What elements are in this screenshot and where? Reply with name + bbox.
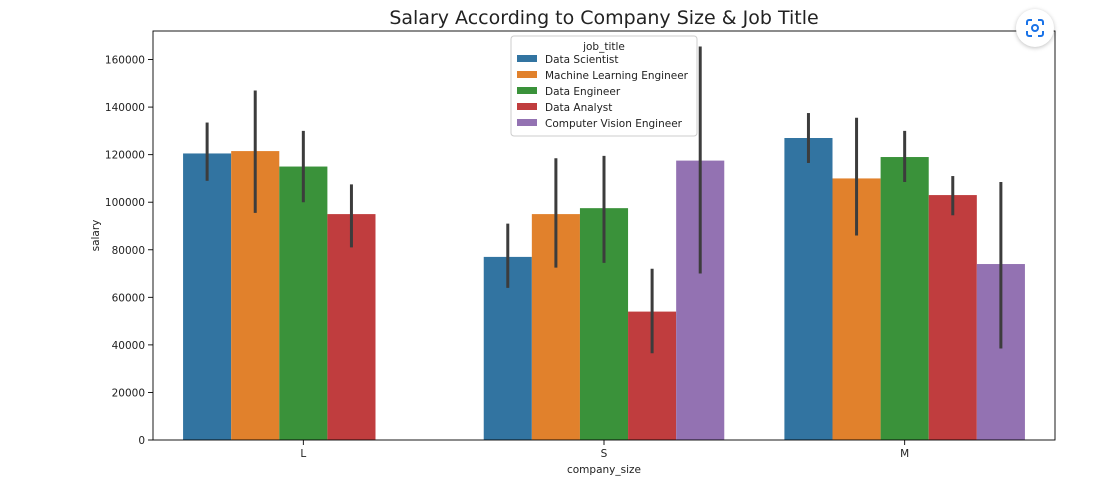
- y-tick-label: 60000: [112, 292, 145, 304]
- legend-swatch: [517, 71, 537, 78]
- y-tick-label: 120000: [105, 150, 145, 162]
- x-tick-label: S: [601, 448, 608, 460]
- y-tick-label: 140000: [105, 102, 145, 114]
- legend-box: [510, 35, 698, 137]
- legend-label: Data Engineer: [545, 86, 621, 98]
- chart-title: Salary According to Company Size & Job T…: [389, 7, 818, 29]
- legend-label: Data Scientist: [545, 54, 619, 66]
- y-axis-label: salary: [90, 220, 102, 252]
- bar: [327, 214, 376, 440]
- y-tick-label: 0: [138, 435, 145, 447]
- y-tick-label: 80000: [112, 245, 145, 257]
- google-lens-icon: [1026, 19, 1044, 37]
- y-tick-label: 20000: [112, 387, 145, 399]
- lens-search-button[interactable]: [1016, 9, 1054, 47]
- legend-swatch: [517, 87, 537, 94]
- bar: [279, 166, 328, 440]
- y-tick-label: 40000: [112, 340, 145, 352]
- x-axis-label: company_size: [567, 464, 641, 476]
- legend-label: Computer Vision Engineer: [545, 118, 683, 130]
- x-tick-label: M: [900, 448, 909, 460]
- legend-swatch: [517, 119, 537, 126]
- bar: [784, 138, 833, 441]
- legend-label: Machine Learning Engineer: [545, 70, 689, 82]
- legend-swatch: [517, 55, 537, 62]
- bar: [183, 153, 232, 440]
- x-tick-label: L: [300, 448, 306, 460]
- y-tick-label: 160000: [105, 55, 145, 67]
- bar: [880, 157, 929, 441]
- y-tick-label: 100000: [105, 197, 145, 209]
- bar: [928, 195, 977, 440]
- legend-swatch: [517, 103, 537, 110]
- legend-label: Data Analyst: [545, 102, 612, 114]
- legend-title: job_title: [582, 41, 625, 53]
